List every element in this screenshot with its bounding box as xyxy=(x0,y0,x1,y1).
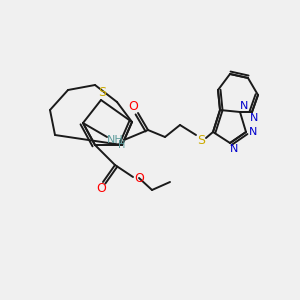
Text: NH: NH xyxy=(106,135,123,145)
Text: H: H xyxy=(118,140,126,150)
Text: N: N xyxy=(250,113,258,123)
Text: N: N xyxy=(240,101,248,111)
Text: S: S xyxy=(98,85,106,98)
Text: O: O xyxy=(128,100,138,113)
Text: O: O xyxy=(134,172,144,184)
Text: N: N xyxy=(230,144,238,154)
Text: S: S xyxy=(197,134,205,146)
Text: N: N xyxy=(249,127,257,137)
Text: O: O xyxy=(96,182,106,194)
